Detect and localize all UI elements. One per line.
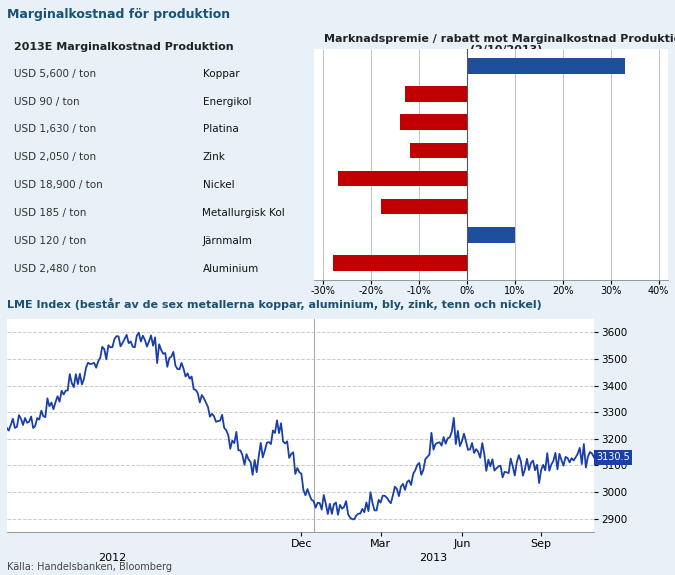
Bar bbox=[410, 143, 467, 158]
Text: Zink: Zink bbox=[202, 152, 225, 162]
Text: 3130.5: 3130.5 bbox=[596, 453, 630, 462]
Text: Aluminium: Aluminium bbox=[202, 264, 259, 274]
Bar bbox=[338, 171, 467, 186]
Text: Koppar: Koppar bbox=[202, 68, 239, 79]
Text: Källa: Handelsbanken, Bloomberg: Källa: Handelsbanken, Bloomberg bbox=[7, 562, 171, 572]
Text: LME Index (består av de sex metallerna koppar, aluminium, bly, zink, tenn och ni: LME Index (består av de sex metallerna k… bbox=[7, 297, 541, 309]
Text: USD 2,050 / ton: USD 2,050 / ton bbox=[14, 152, 96, 162]
Text: 2013E Marginalkostnad Produktion: 2013E Marginalkostnad Produktion bbox=[14, 42, 233, 52]
Bar bbox=[400, 114, 467, 130]
Text: 2013: 2013 bbox=[419, 553, 448, 563]
Text: Platina: Platina bbox=[202, 124, 238, 135]
Text: Marknadspremie / rabatt mot Marginalkostnad Produktion
(2/10/2013): Marknadspremie / rabatt mot Marginalkost… bbox=[324, 34, 675, 55]
Text: USD 185 / ton: USD 185 / ton bbox=[14, 208, 86, 218]
Text: USD 90 / ton: USD 90 / ton bbox=[14, 97, 79, 106]
Text: USD 18,900 / ton: USD 18,900 / ton bbox=[14, 181, 102, 190]
Text: 2012: 2012 bbox=[99, 553, 126, 563]
Bar bbox=[333, 255, 467, 271]
Text: Järnmalm: Järnmalm bbox=[202, 236, 252, 246]
Bar bbox=[381, 199, 467, 214]
Text: Energikol: Energikol bbox=[202, 97, 251, 106]
Text: USD 120 / ton: USD 120 / ton bbox=[14, 236, 86, 246]
Bar bbox=[467, 58, 625, 74]
Text: Metallurgisk Kol: Metallurgisk Kol bbox=[202, 208, 286, 218]
Text: USD 2,480 / ton: USD 2,480 / ton bbox=[14, 264, 96, 274]
Text: USD 5,600 / ton: USD 5,600 / ton bbox=[14, 68, 96, 79]
Bar bbox=[467, 227, 515, 243]
Text: Marginalkostnad för produktion: Marginalkostnad för produktion bbox=[7, 7, 230, 21]
Bar bbox=[405, 86, 467, 102]
Text: USD 1,630 / ton: USD 1,630 / ton bbox=[14, 124, 96, 135]
Text: Nickel: Nickel bbox=[202, 181, 234, 190]
